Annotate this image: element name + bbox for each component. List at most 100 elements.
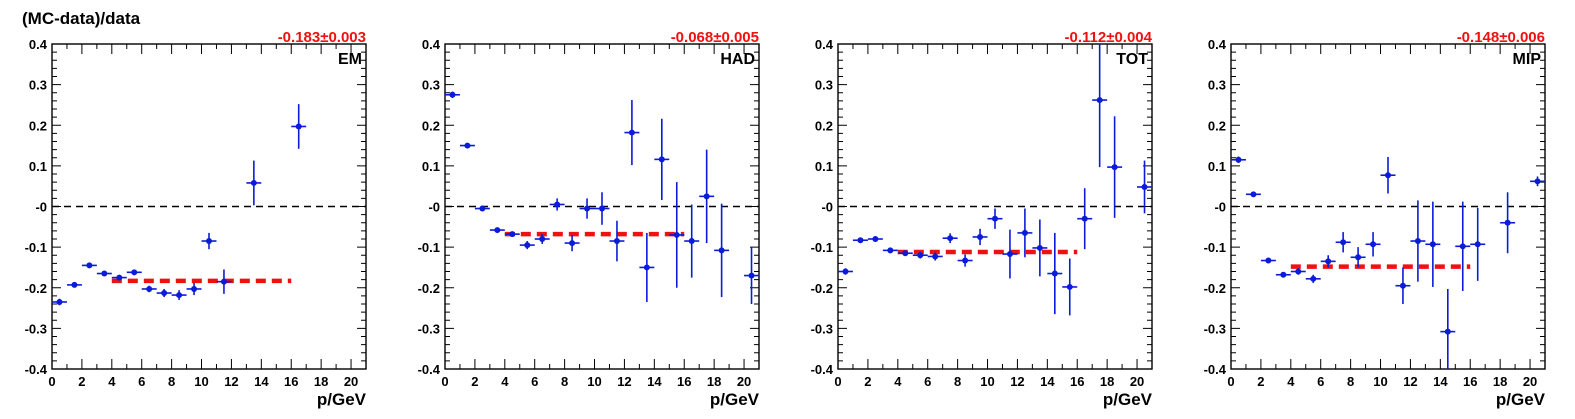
data-marker [1280,271,1287,278]
data-point [66,281,82,288]
data-point [171,290,187,300]
data-marker [116,274,123,281]
data-marker [131,269,138,276]
y-tick-label: -0.3 [418,321,440,336]
data-marker [146,285,153,292]
data-point [1500,192,1516,254]
x-tick-label: 4 [894,374,902,389]
x-tick-label: 4 [1287,374,1295,389]
data-marker [1295,268,1302,275]
y-tick-label: 0.2 [29,118,47,133]
data-point [186,282,202,296]
data-marker [658,156,665,163]
data-marker [887,247,894,254]
data-marker [857,237,864,244]
data-marker [628,129,635,136]
x-tick-label: 4 [108,374,116,389]
data-point [972,228,988,246]
data-marker [1096,97,1103,104]
data-point [669,182,685,288]
x-tick-label: 18 [1493,374,1507,389]
data-marker [464,142,471,149]
data-marker [673,231,680,238]
y-tick-label: -0 [1214,200,1226,215]
x-tick-label: 20 [344,374,358,389]
data-point [156,288,172,298]
x-tick-label: 0 [441,374,448,389]
data-point [594,192,610,225]
data-marker [191,285,198,292]
y-tick-label: -0 [35,200,47,215]
data-marker [1504,219,1511,226]
data-point [445,91,460,99]
y-tick-label: -0.1 [1204,240,1226,255]
x-tick-label: 6 [924,374,931,389]
y-tick-label: -0.2 [25,281,47,296]
data-marker [176,292,183,299]
data-point [564,234,580,252]
data-point [52,298,67,306]
data-point [1137,160,1152,214]
data-point [1320,255,1336,268]
data-marker [643,264,650,271]
data-point [504,231,520,238]
x-tick-label: 16 [284,374,298,389]
y-tick-label: -0 [428,200,440,215]
data-point [1410,200,1426,282]
data-marker [539,236,546,242]
y-tick-label: 0.1 [815,159,833,174]
data-marker [1355,254,1362,261]
y-tick-label: 0.2 [815,118,833,133]
data-marker [71,281,78,288]
x-tick-label: 6 [1317,374,1324,389]
x-tick-label: 18 [707,374,721,389]
x-tick-label: 14 [1433,374,1448,389]
data-point [579,198,595,219]
y-tick-label: -0.3 [811,321,833,336]
data-series [52,104,307,306]
data-marker [1414,238,1421,245]
x-tick-label: 2 [864,374,871,389]
chart-panel-had: -0.4 -0.3 -0.2 -0.1 -0 0.1 0.2 0.3 0.4 0 2 4 6 8 10 12 1… [418,29,760,409]
data-marker [250,179,257,186]
data-marker [1459,243,1466,250]
data-marker [101,270,108,277]
x-tick-label: 14 [254,374,269,389]
data-marker [449,91,456,98]
chart-panel-em: -0.4 -0.3 -0.2 -0.1 -0 0.1 0.2 0.3 0.4 0 2 4 6 8 10 12 1… [25,29,367,409]
y-tick-label: 0.4 [1208,37,1227,52]
x-tick-label: 0 [834,374,841,389]
x-tick-label: 6 [138,374,145,389]
x-tick-label: 10 [194,374,208,389]
x-tick-label: 10 [587,374,601,389]
data-marker [1081,215,1088,222]
data-point [81,262,97,269]
x-tick-label: 8 [954,374,961,389]
data-marker [977,233,984,240]
data-point [867,236,883,242]
data-marker [56,298,63,305]
data-marker [1429,241,1436,248]
x-tick-label: 2 [471,374,478,389]
data-point [1530,176,1545,187]
data-marker [161,290,168,297]
x-tick-label: 6 [531,374,538,389]
panel-label: HAD [720,51,755,68]
x-tick-label: 12 [617,374,631,389]
y-tick-label: -0.4 [418,362,441,377]
data-point [1047,232,1063,315]
x-tick-label: 10 [980,374,994,389]
data-marker [1265,257,1272,264]
data-point [882,247,898,254]
data-point [141,285,157,293]
data-point [1455,201,1471,291]
y-tick-label: -0.2 [418,281,440,296]
data-marker [1310,275,1317,282]
data-point [714,203,730,298]
panel-label: TOT [1116,51,1148,68]
data-point [897,250,913,257]
data-point [126,269,142,276]
data-point [912,252,928,259]
x-tick-label: 4 [501,374,509,389]
panel-label: EM [338,51,362,68]
